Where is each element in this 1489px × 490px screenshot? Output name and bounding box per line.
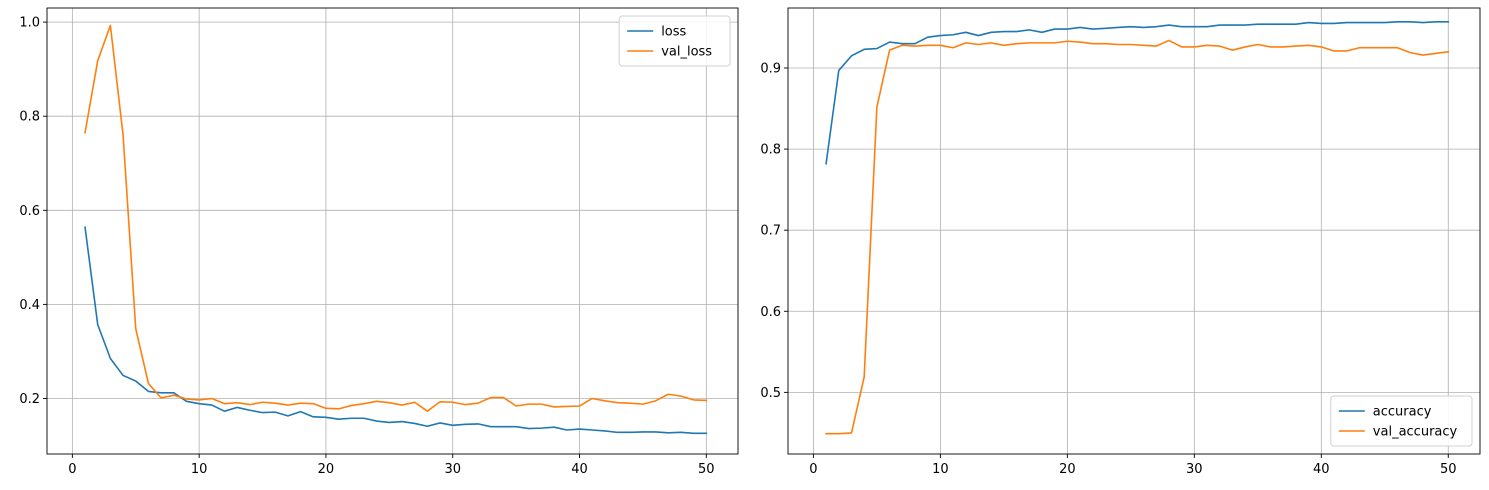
loss-chart-axes-frame xyxy=(46,7,739,455)
loss-chart-legend: loss val_loss xyxy=(618,15,731,67)
loss-chart-y-tick-label-0-4: 0.4 xyxy=(19,298,40,313)
loss-chart-x-tick-label-50: 50 xyxy=(698,462,715,477)
accuracy-chart-x-tick-label-0: 0 xyxy=(809,462,817,477)
accuracy-chart-x-tick-label-50: 50 xyxy=(1440,462,1457,477)
accuracy-chart-legend: accuracy val_accuracy xyxy=(1330,395,1473,447)
loss-chart-series-loss xyxy=(84,226,708,435)
accuracy-chart-plot-area xyxy=(788,8,1480,454)
loss-chart: 0 10 20 30 40 50 0.2 0.4 0.6 0.8 1.0 loss val_loss xyxy=(19,7,739,477)
accuracy-chart-x-tick-label-30: 30 xyxy=(1186,462,1203,477)
loss-chart-legend-box xyxy=(618,15,731,67)
loss-chart-x-tick-label-30: 30 xyxy=(444,462,461,477)
loss-chart-y-tick-label-1-0: 1.0 xyxy=(19,16,40,31)
accuracy-chart: 0 10 20 30 40 50 0.5 0.6 0.7 0.8 0.9 accuracy val_ac… xyxy=(760,7,1481,477)
loss-chart-legend-label-loss: loss xyxy=(661,25,686,40)
accuracy-chart-y-tick-label-0-5: 0.5 xyxy=(760,386,781,401)
loss-chart-x-tick-label-20: 20 xyxy=(318,462,335,477)
loss-chart-series-val-loss xyxy=(84,24,708,412)
loss-chart-x-tick-label-40: 40 xyxy=(571,462,588,477)
loss-chart-plot-area xyxy=(47,8,738,454)
accuracy-chart-axes-frame xyxy=(787,7,1481,455)
accuracy-chart-legend-label-accuracy: accuracy xyxy=(1373,405,1432,420)
accuracy-chart-y-tick-label-0-9: 0.9 xyxy=(760,62,781,77)
accuracy-chart-series-val-accuracy xyxy=(825,39,1450,435)
accuracy-chart-y-tick-label-0-8: 0.8 xyxy=(760,143,781,158)
accuracy-chart-legend-label-val-accuracy: val_accuracy xyxy=(1373,425,1458,440)
loss-chart-x-tick-label-10: 10 xyxy=(191,462,208,477)
accuracy-chart-x-tick-label-40: 40 xyxy=(1313,462,1330,477)
loss-chart-y-tick-label-0-8: 0.8 xyxy=(19,110,40,125)
loss-chart-y-tick-label-0-6: 0.6 xyxy=(19,204,40,219)
accuracy-chart-legend-box xyxy=(1330,395,1473,447)
loss-chart-x-tick-label-0: 0 xyxy=(68,462,76,477)
loss-chart-y-tick-label-0-2: 0.2 xyxy=(19,392,40,407)
accuracy-chart-x-tick-label-10: 10 xyxy=(932,462,949,477)
accuracy-chart-y-tick-label-0-6: 0.6 xyxy=(760,305,781,320)
accuracy-chart-series-accuracy xyxy=(825,20,1450,165)
accuracy-chart-y-tick-label-0-7: 0.7 xyxy=(760,224,781,239)
accuracy-chart-x-tick-label-20: 20 xyxy=(1059,462,1076,477)
loss-chart-legend-label-val-loss: val_loss xyxy=(661,45,712,60)
